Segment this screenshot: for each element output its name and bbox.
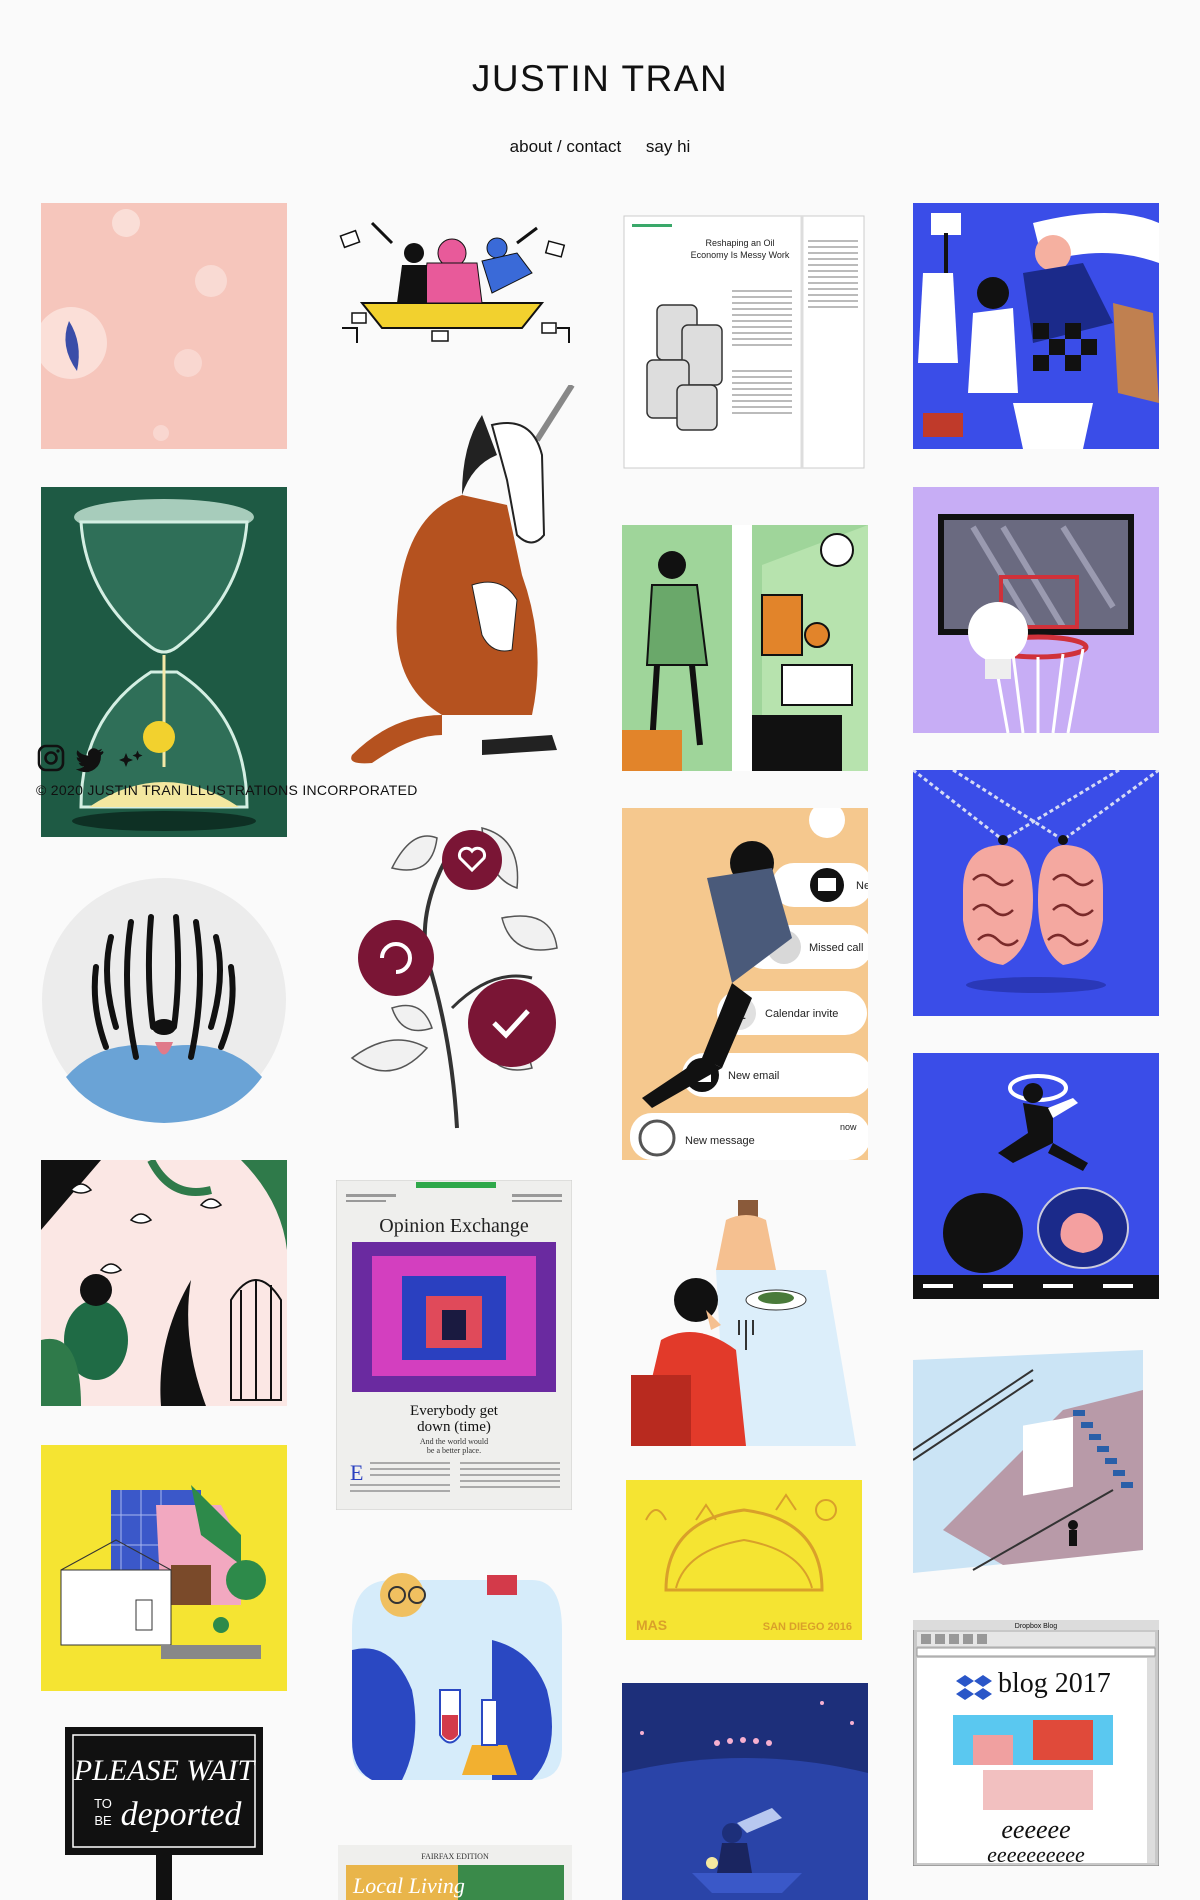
artwork-hourglass[interactable] — [41, 487, 287, 837]
artwork-office-chaos[interactable] — [332, 203, 578, 349]
site-title[interactable]: JUSTIN TRAN — [471, 58, 729, 99]
instagram-icon[interactable] — [36, 743, 66, 773]
artwork-lava-lamp-rider[interactable] — [913, 1053, 1159, 1299]
artwork-basketball-hoop[interactable] — [913, 487, 1159, 733]
twitter-icon[interactable] — [75, 743, 106, 773]
taco-poster-caption: SAN DIEGO 2016 — [763, 1621, 852, 1633]
artwork-plant-icons[interactable] — [332, 808, 578, 1138]
artwork-protest-crowd[interactable] — [913, 203, 1159, 449]
artwork-yellow-house[interactable] — [41, 1445, 287, 1691]
newspaper-headline-2: down (time) — [417, 1419, 491, 1435]
artwork-radio-studio[interactable] — [622, 525, 868, 771]
notification-missed-call: Missed call — [809, 942, 863, 954]
artwork-kangaroo-unicorn[interactable] — [332, 385, 578, 770]
spread-headline-1: Reshaping an Oil — [705, 238, 774, 248]
sign-line-2a: TO — [94, 1796, 112, 1811]
artwork-astronomer-boat[interactable] — [622, 1683, 868, 1900]
artwork-dropbox-blog-window[interactable]: Dropbox Blog blog 2017 eeeeee eeeeeeeeee — [913, 1620, 1159, 1866]
taco-poster-logo: MAS — [636, 1617, 667, 1633]
artwork-please-wait-sign[interactable]: PLEASE WAIT TO BE deported — [41, 1715, 287, 1900]
artwork-phone-notifications[interactable]: 31 Ne Missed call Calendar invite New em… — [622, 808, 868, 1160]
artwork-scientist-lab[interactable] — [332, 1550, 578, 1790]
notification-partial: Ne — [856, 880, 868, 892]
local-paper-headline: Local Living — [352, 1873, 465, 1898]
sign-line-1: PLEASE WAIT — [73, 1754, 257, 1787]
sign-line-3: deported — [121, 1796, 243, 1833]
local-paper-edition: FAIRFAX EDITION — [421, 1852, 489, 1861]
artwork-brain-necklaces[interactable] — [913, 770, 1159, 1016]
artwork-newspaper-opinion[interactable]: Opinion Exchange Everybody get down (tim… — [336, 1180, 572, 1510]
spread-headline-2: Economy Is Messy Work — [691, 250, 790, 260]
blog-scribble-2: eeeeeeeeee — [987, 1842, 1085, 1866]
main-nav: about / contact say hi — [0, 137, 1200, 157]
artwork-sheepdog[interactable] — [41, 877, 287, 1123]
newspaper-dek-1: And the world would — [420, 1437, 488, 1446]
notification-time: now — [840, 1122, 857, 1132]
newspaper-headline-1: Everybody get — [410, 1403, 499, 1419]
window-title-bar: Dropbox Blog — [1015, 1623, 1058, 1630]
sparkle-icon[interactable] — [116, 743, 146, 773]
newspaper-dropcap: E — [350, 1460, 363, 1485]
nav-about-contact[interactable]: about / contact — [509, 137, 622, 156]
notification-new-message: New message — [685, 1135, 755, 1147]
artwork-diner-feet[interactable] — [626, 1200, 866, 1446]
notification-new-email: New email — [728, 1070, 779, 1082]
notification-calendar-invite: Calendar invite — [765, 1008, 838, 1020]
artwork-bubbles[interactable] — [41, 203, 287, 449]
artwork-taco-poster[interactable]: MAS SAN DIEGO 2016 — [626, 1480, 862, 1640]
newspaper-dek-2: be a better place. — [427, 1446, 481, 1455]
artwork-local-living-paper[interactable]: FAIRFAX EDITION Local Living — [338, 1845, 572, 1900]
blog-scribble-1: eeeeee — [1001, 1815, 1070, 1844]
artwork-birds-cage[interactable] — [41, 1160, 287, 1406]
social-links — [36, 743, 146, 773]
artwork-stairway-isometric[interactable] — [913, 1350, 1159, 1573]
sign-line-2b: BE — [94, 1813, 112, 1828]
copyright-text: © 2020 JUSTIN TRAN ILLUSTRATIONS INCORPO… — [36, 782, 418, 798]
newspaper-masthead: Opinion Exchange — [379, 1215, 529, 1237]
nav-say-hi[interactable]: say hi — [645, 137, 691, 156]
blog-heading: blog 2017 — [998, 1668, 1111, 1699]
artwork-oil-economy-spread[interactable]: Reshaping an Oil Economy Is Messy Work — [622, 210, 868, 474]
